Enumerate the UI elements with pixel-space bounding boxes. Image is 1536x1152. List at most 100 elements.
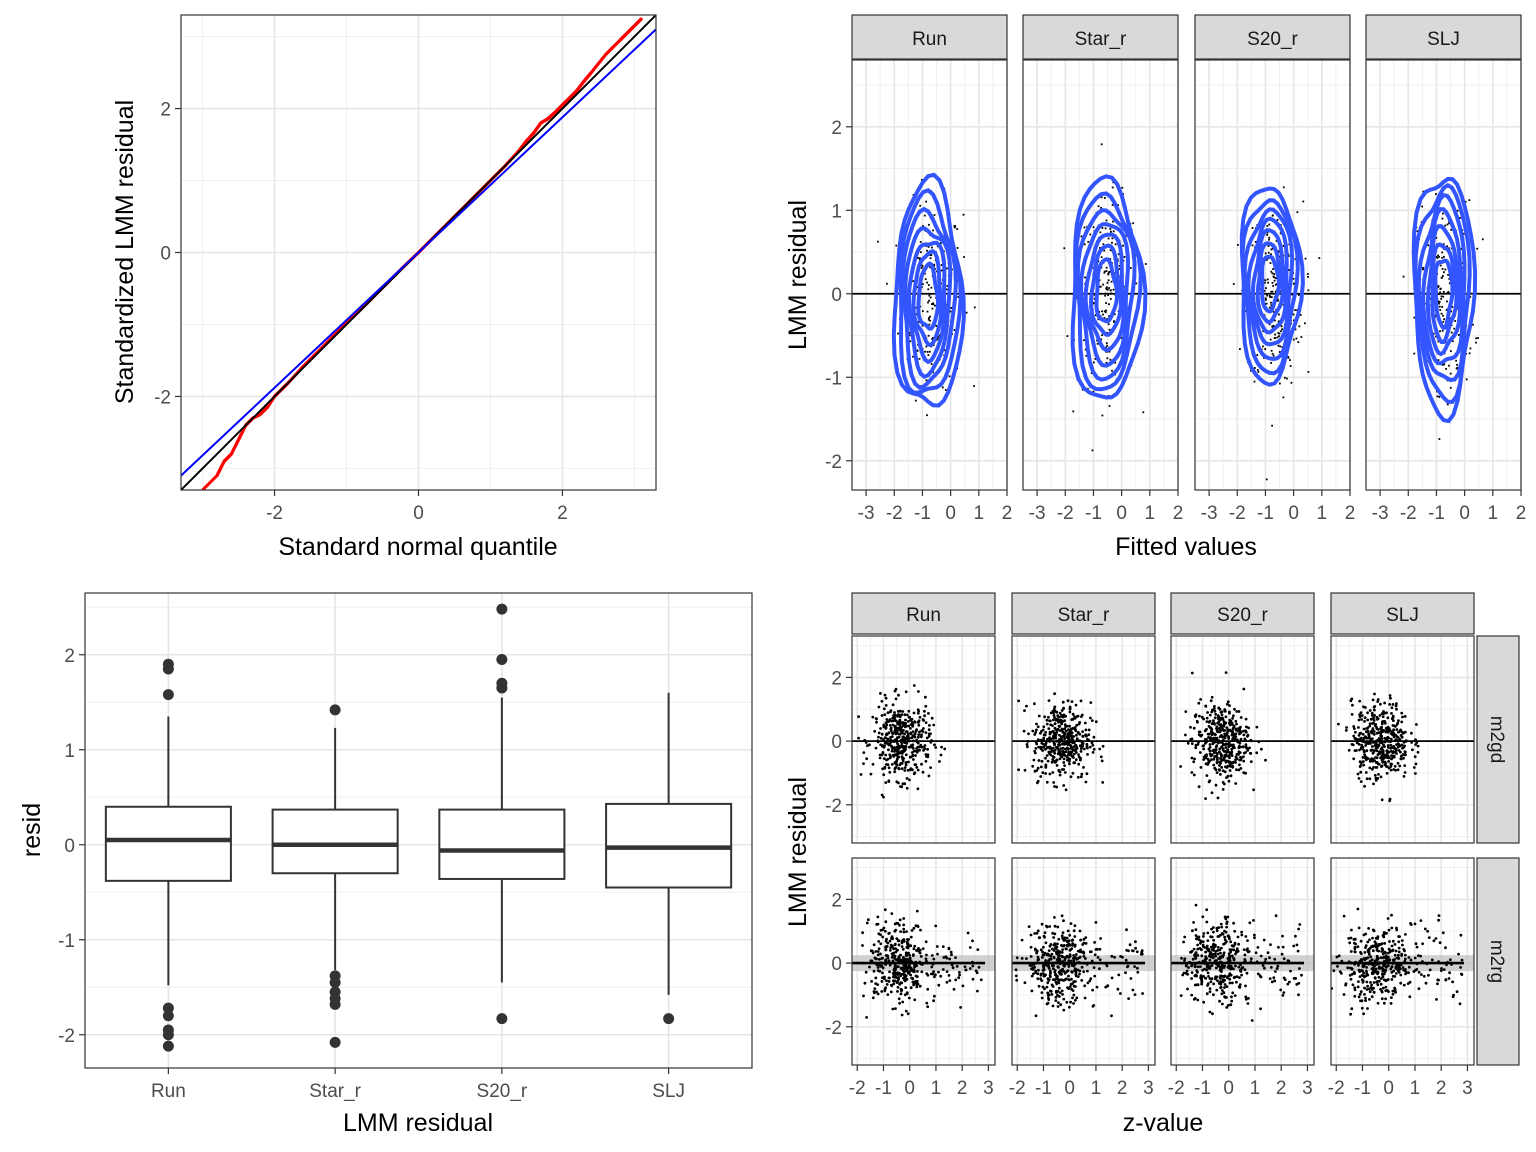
zvalue-point — [1073, 716, 1077, 720]
zvalue-point — [1384, 756, 1387, 759]
zvalue-point — [1218, 747, 1222, 751]
fitted-point — [931, 307, 934, 310]
zvalue-point — [1079, 948, 1082, 952]
zvalue-point — [903, 766, 907, 769]
boxplot-y-axis-label: resid — [18, 803, 46, 857]
zvalue-point — [920, 733, 923, 737]
zvalue-point — [1048, 740, 1051, 743]
zvalue-point — [1234, 727, 1238, 731]
zvalue-point — [1372, 733, 1376, 736]
zvalue-point — [1402, 745, 1406, 749]
zvalue-point — [1098, 967, 1101, 971]
fitted-point — [927, 284, 930, 286]
fitted-point — [886, 282, 888, 285]
zvalue-point — [1063, 764, 1066, 767]
zvalue-point — [1234, 755, 1238, 759]
zvalue-point — [873, 961, 877, 965]
fitted-point — [1274, 319, 1276, 322]
zvalue-facet-border — [1330, 635, 1475, 844]
fitted-point — [935, 325, 938, 327]
zvalue-point — [877, 947, 881, 951]
box-outlier — [329, 704, 341, 716]
fitted-point — [933, 214, 936, 216]
zvalue-point — [876, 950, 880, 953]
zvalue-point — [1197, 730, 1201, 734]
zvalue-point — [1023, 709, 1026, 712]
fitted-point — [916, 350, 919, 352]
zvalue-point — [880, 732, 884, 736]
zvalue-point — [1053, 705, 1057, 709]
fitted-point — [1276, 298, 1279, 301]
qq-x-tick-label: 0 — [413, 503, 424, 524]
zvalue-point — [1068, 933, 1072, 937]
zvalue-point — [1037, 968, 1040, 972]
zvalue-point — [1394, 725, 1397, 728]
zvalue-point — [1179, 765, 1182, 768]
zvalue-point — [1081, 730, 1084, 733]
zvalue-point — [1245, 725, 1248, 729]
zvalue-point — [1131, 949, 1135, 953]
zvalue-point — [1127, 997, 1130, 1000]
zvalue-point — [1208, 743, 1212, 746]
zvalue-point — [1383, 745, 1386, 748]
fitted-point — [1272, 354, 1275, 357]
qq-x-tick-label: -2 — [266, 503, 283, 524]
fitted-point — [1265, 302, 1268, 305]
zvalue-point — [897, 755, 901, 759]
fitted-x-tick-label: -3 — [1029, 503, 1046, 524]
zvalue-point — [1062, 707, 1065, 710]
fitted-point — [1442, 320, 1445, 323]
zvalue-facet-background — [852, 636, 995, 843]
zvalue-point — [898, 715, 902, 719]
zvalue-point — [1207, 736, 1210, 739]
zvalue-point — [1059, 752, 1062, 756]
zvalue-point — [895, 780, 899, 784]
fitted-point — [1277, 332, 1280, 334]
zvalue-point — [1280, 961, 1284, 965]
zvalue-point — [1216, 796, 1220, 800]
zvalue-point — [898, 923, 901, 927]
zvalue-x-tick-label: 2 — [1117, 1078, 1128, 1099]
zvalue-point — [1044, 764, 1048, 768]
facet-background — [1195, 60, 1350, 490]
zvalue-clipped-group — [1171, 903, 1314, 1022]
zvalue-point — [1060, 768, 1064, 771]
zvalue-point — [1247, 726, 1250, 730]
fitted-point — [1107, 237, 1110, 240]
fitted-point — [1270, 301, 1272, 304]
zvalue-point — [884, 920, 888, 924]
zvalue-point — [1388, 799, 1392, 803]
zvalue-point — [902, 744, 906, 748]
fitted-point — [921, 179, 923, 181]
zvalue-point — [914, 980, 917, 983]
fitted-point — [953, 329, 956, 331]
zvalue-point — [905, 930, 908, 933]
zvalue-col-strip-label: S20_r — [1217, 605, 1268, 626]
zvalue-point — [859, 773, 863, 776]
zvalue-point — [904, 718, 907, 722]
zvalue-point — [1048, 772, 1052, 776]
fitted-point — [1298, 294, 1300, 296]
zvalue-point — [1381, 715, 1385, 719]
zvalue-point — [1075, 723, 1079, 727]
zvalue-point — [1223, 770, 1227, 774]
fitted-point — [919, 204, 922, 207]
zvalue-facet-background — [1171, 636, 1314, 843]
zvalue-point — [1086, 969, 1089, 973]
zvalue-point — [1084, 936, 1088, 939]
zvalue-point — [883, 693, 887, 697]
fitted-point — [1254, 367, 1256, 369]
zvalue-point — [1233, 707, 1236, 711]
zvalue-point — [918, 960, 922, 964]
fitted-point — [1439, 288, 1442, 290]
zvalue-point — [971, 964, 975, 968]
zvalue-point — [1220, 710, 1224, 714]
zvalue-point — [1067, 974, 1070, 978]
facet-background — [852, 60, 1007, 490]
density-contour — [1416, 192, 1467, 383]
zvalue-point — [883, 908, 887, 912]
zvalue-point — [1231, 727, 1235, 731]
zvalue-point — [930, 716, 934, 720]
zvalue-point — [1052, 731, 1056, 735]
zvalue-point — [1072, 752, 1076, 756]
